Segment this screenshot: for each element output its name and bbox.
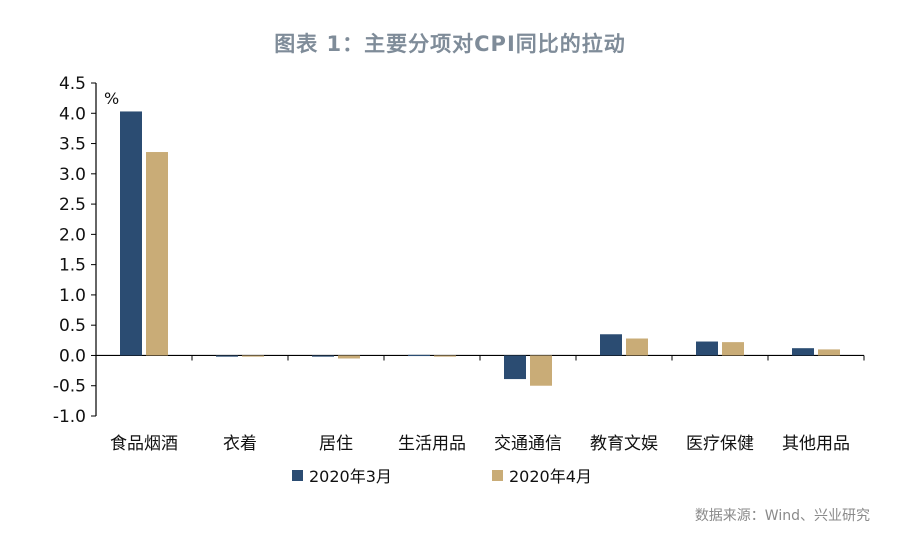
x-category-label: 衣着: [223, 434, 257, 454]
chart-title: 图表 1：主要分项对CPI同比的拉动: [274, 32, 626, 56]
y-tick-label: 4.0: [59, 104, 86, 124]
y-tick-label: -0.5: [53, 377, 86, 397]
legend-label: 2020年3月: [309, 467, 392, 486]
chart-axes: [91, 82, 865, 417]
x-category-label: 医疗保健: [686, 434, 754, 454]
x-category-label: 食品烟酒: [110, 434, 178, 454]
legend-swatch: [492, 470, 503, 481]
bar-mar-7: [792, 348, 814, 356]
y-tick-label: 1.0: [59, 286, 86, 306]
y-tick-labels: 4.5 4.0 3.5 3.0 2.5 2.0 1.5 1.0 0.5 0.0 -0.5 -1.0: [53, 74, 86, 427]
source-note: 数据来源：Wind、兴业研究: [694, 508, 870, 524]
y-tick-label: 0.5: [59, 316, 86, 336]
y-unit-label: %: [104, 89, 119, 108]
legend-swatch: [292, 470, 303, 481]
legend-label: 2020年4月: [509, 467, 592, 486]
bar-apr-3: [434, 355, 456, 357]
x-category-label: 教育文娱: [590, 434, 658, 454]
bar-apr-0: [146, 152, 168, 356]
bar-apr-5: [626, 338, 648, 356]
x-category-labels: 食品烟酒 衣着 居住 生活用品 交通通信 教育文娱 医疗保健 其他用品: [110, 434, 850, 454]
y-tick-label: -1.0: [53, 407, 86, 427]
chart-bars: [120, 111, 840, 386]
y-tick-label: 0.0: [59, 346, 86, 366]
x-category-label: 交通通信: [494, 434, 562, 454]
bar-apr-7: [818, 349, 840, 356]
bar-apr-4: [530, 355, 552, 386]
bar-mar-6: [696, 341, 718, 356]
y-tick-label: 1.5: [59, 256, 86, 276]
x-category-label: 其他用品: [782, 434, 850, 454]
y-tick-label: 3.5: [59, 135, 86, 155]
bar-apr-2: [338, 355, 360, 359]
bar-mar-5: [600, 334, 622, 356]
bar-apr-6: [722, 342, 744, 356]
chart-legend: 2020年3月 2020年4月: [292, 467, 592, 486]
x-category-label: 居住: [319, 434, 353, 454]
bar-mar-0: [120, 111, 142, 356]
x-category-label: 生活用品: [398, 434, 466, 454]
bar-mar-2: [312, 355, 334, 357]
bar-apr-1: [242, 355, 264, 357]
y-tick-label: 4.5: [59, 74, 86, 94]
bar-mar-4: [504, 355, 526, 380]
y-tick-label: 2.0: [59, 225, 86, 245]
bar-mar-3: [408, 354, 430, 357]
bar-mar-1: [216, 355, 238, 357]
y-tick-label: 3.0: [59, 165, 86, 185]
y-tick-label: 2.5: [59, 195, 86, 215]
